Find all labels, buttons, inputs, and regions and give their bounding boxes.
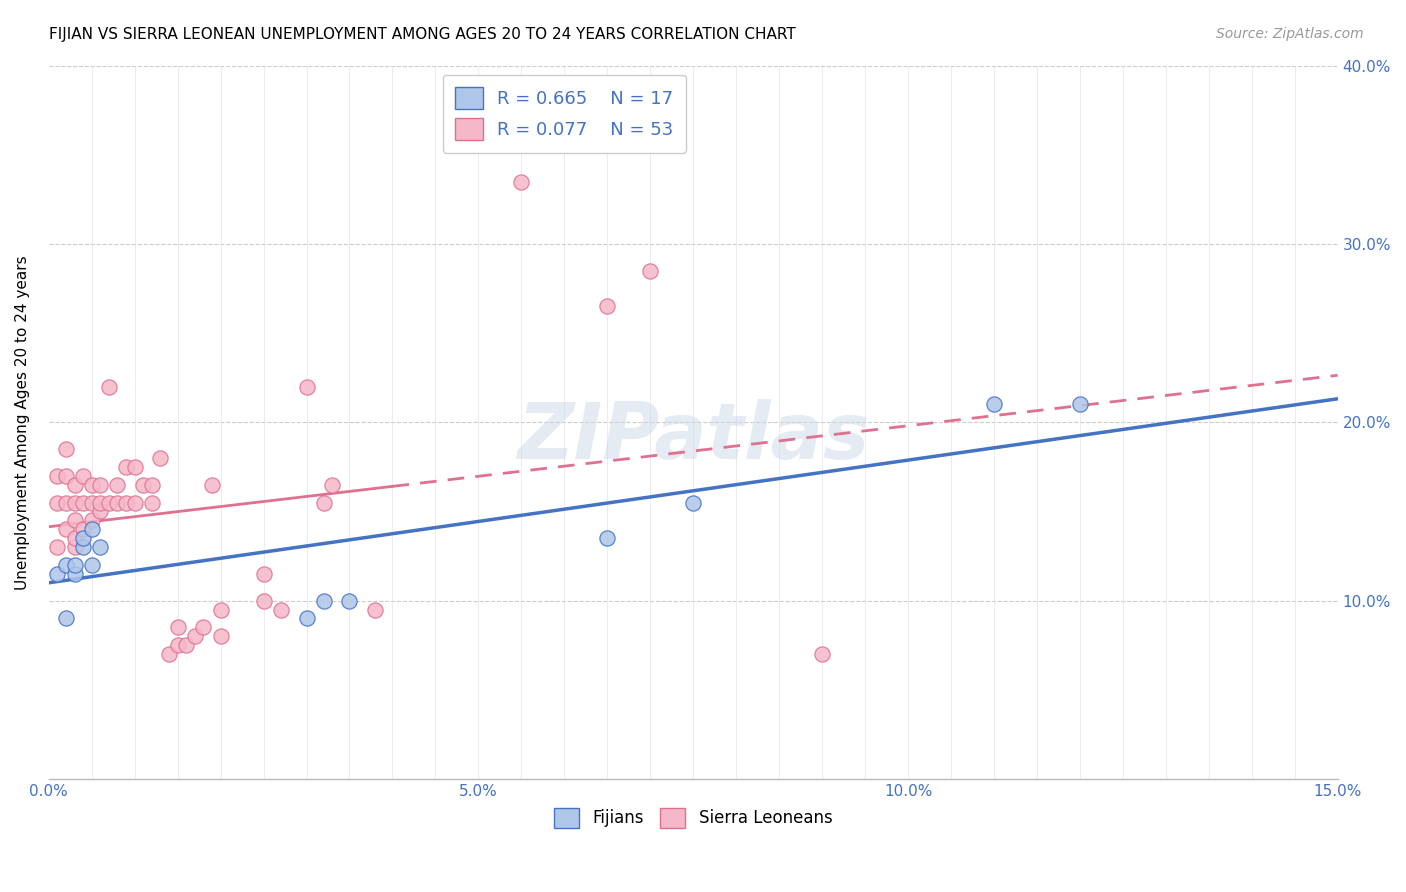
Point bbox=[46, 566, 69, 581]
Point bbox=[1069, 397, 1091, 411]
Point bbox=[983, 397, 1005, 411]
Point bbox=[149, 450, 172, 465]
Point bbox=[63, 558, 86, 572]
Text: FIJIAN VS SIERRA LEONEAN UNEMPLOYMENT AMONG AGES 20 TO 24 YEARS CORRELATION CHAR: FIJIAN VS SIERRA LEONEAN UNEMPLOYMENT AM… bbox=[49, 27, 796, 42]
Point bbox=[72, 522, 94, 536]
Point bbox=[55, 611, 77, 625]
Point bbox=[638, 263, 661, 277]
Text: Source: ZipAtlas.com: Source: ZipAtlas.com bbox=[1216, 27, 1364, 41]
Y-axis label: Unemployment Among Ages 20 to 24 years: Unemployment Among Ages 20 to 24 years bbox=[15, 255, 30, 590]
Point bbox=[63, 531, 86, 545]
Point bbox=[252, 593, 274, 607]
Point bbox=[63, 566, 86, 581]
Point bbox=[124, 459, 146, 474]
Point bbox=[55, 495, 77, 509]
Point bbox=[510, 174, 533, 188]
Point bbox=[89, 495, 111, 509]
Point bbox=[80, 558, 103, 572]
Point bbox=[80, 477, 103, 491]
Point bbox=[209, 629, 232, 643]
Point bbox=[72, 468, 94, 483]
Point bbox=[115, 459, 138, 474]
Point bbox=[312, 495, 335, 509]
Point bbox=[132, 477, 155, 491]
Point bbox=[295, 379, 318, 393]
Point bbox=[811, 647, 834, 661]
Point bbox=[63, 495, 86, 509]
Point bbox=[97, 495, 120, 509]
Point bbox=[107, 495, 129, 509]
Point bbox=[321, 477, 343, 491]
Point bbox=[141, 495, 163, 509]
Point bbox=[46, 468, 69, 483]
Point bbox=[115, 495, 138, 509]
Point bbox=[252, 566, 274, 581]
Point bbox=[682, 495, 704, 509]
Point bbox=[55, 558, 77, 572]
Point bbox=[209, 602, 232, 616]
Point bbox=[97, 379, 120, 393]
Point bbox=[174, 638, 197, 652]
Point bbox=[193, 620, 215, 634]
Point bbox=[63, 540, 86, 554]
Point bbox=[184, 629, 207, 643]
Legend: Fijians, Sierra Leoneans: Fijians, Sierra Leoneans bbox=[547, 801, 839, 835]
Point bbox=[63, 513, 86, 527]
Point bbox=[107, 477, 129, 491]
Point bbox=[55, 442, 77, 456]
Text: ZIPatlas: ZIPatlas bbox=[517, 399, 869, 475]
Point bbox=[312, 593, 335, 607]
Point bbox=[80, 495, 103, 509]
Point bbox=[364, 602, 387, 616]
Point bbox=[157, 647, 180, 661]
Point bbox=[55, 468, 77, 483]
Point bbox=[596, 299, 619, 313]
Point bbox=[339, 593, 361, 607]
Point bbox=[89, 504, 111, 518]
Point bbox=[295, 611, 318, 625]
Point bbox=[89, 540, 111, 554]
Point bbox=[166, 638, 188, 652]
Point bbox=[72, 540, 94, 554]
Point bbox=[63, 477, 86, 491]
Point bbox=[72, 531, 94, 545]
Point bbox=[55, 522, 77, 536]
Point bbox=[80, 513, 103, 527]
Point bbox=[201, 477, 224, 491]
Point bbox=[72, 495, 94, 509]
Point bbox=[166, 620, 188, 634]
Point bbox=[270, 602, 292, 616]
Point bbox=[124, 495, 146, 509]
Point bbox=[46, 540, 69, 554]
Point bbox=[89, 477, 111, 491]
Point bbox=[46, 495, 69, 509]
Point bbox=[80, 522, 103, 536]
Point bbox=[596, 531, 619, 545]
Point bbox=[141, 477, 163, 491]
